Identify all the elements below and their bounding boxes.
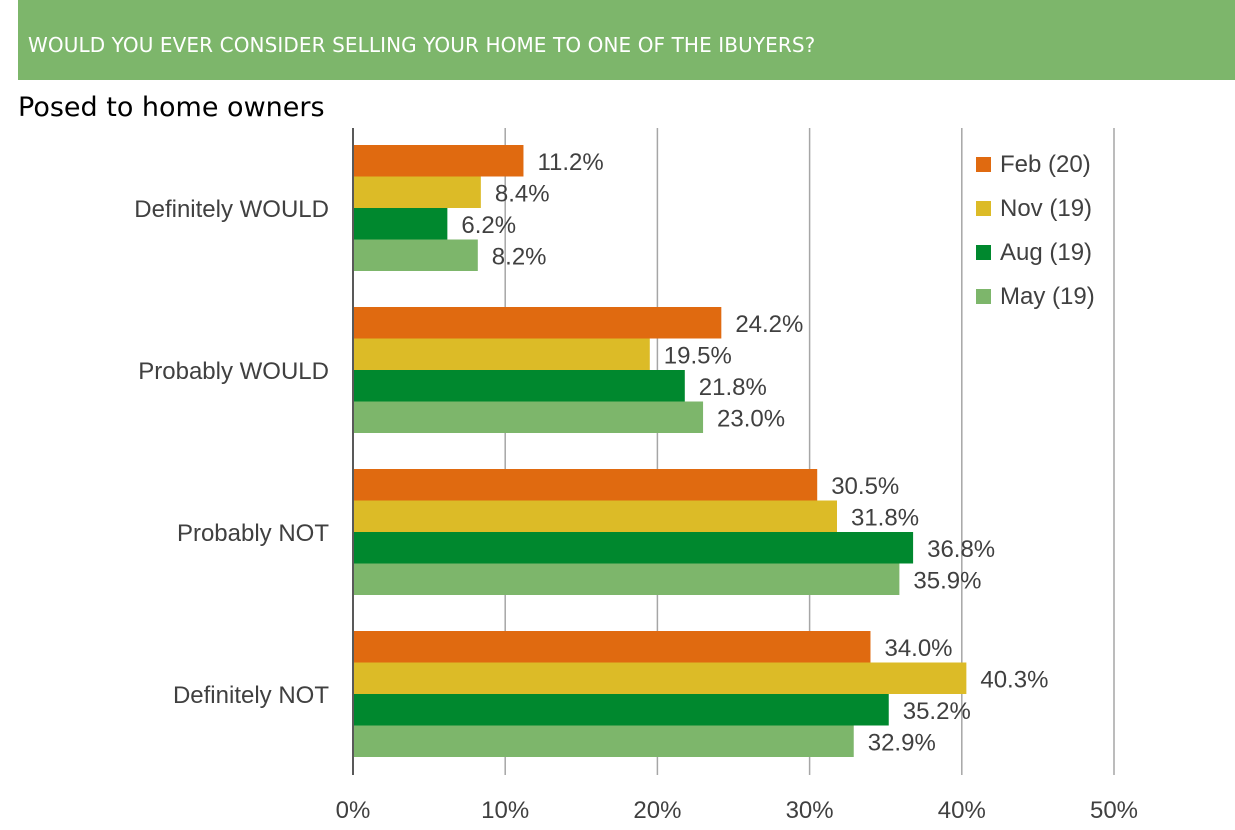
data-label: 36.8% bbox=[927, 536, 995, 563]
legend-swatch bbox=[976, 245, 991, 260]
bar bbox=[353, 307, 722, 339]
legend-label: Nov (19) bbox=[1000, 195, 1092, 222]
legend-swatch bbox=[976, 201, 991, 216]
data-label: 24.2% bbox=[735, 311, 803, 338]
chart-title: WOULD YOU EVER CONSIDER SELLING YOUR HOM… bbox=[28, 33, 816, 57]
data-label: 8.2% bbox=[492, 243, 547, 270]
x-tick-label: 10% bbox=[481, 797, 529, 824]
legend-label: Feb (20) bbox=[1000, 151, 1091, 178]
bar bbox=[353, 145, 524, 177]
data-label: 21.8% bbox=[699, 374, 767, 401]
data-label: 40.3% bbox=[980, 666, 1048, 693]
legend-label: Aug (19) bbox=[1000, 239, 1092, 266]
data-label: 31.8% bbox=[851, 504, 919, 531]
legend-swatch bbox=[976, 157, 991, 172]
bar bbox=[353, 370, 685, 402]
bar bbox=[353, 176, 481, 208]
legend: Feb (20) Nov (19) Aug (19) May (19) bbox=[976, 151, 1095, 310]
chart-subtitle: Posed to home owners bbox=[18, 92, 325, 123]
legend-swatch bbox=[976, 289, 991, 304]
x-tick-label: 50% bbox=[1090, 797, 1138, 824]
x-tick-label: 0% bbox=[336, 797, 371, 824]
data-label: 6.2% bbox=[461, 212, 516, 239]
data-label: 32.9% bbox=[868, 729, 936, 756]
data-label: 8.4% bbox=[495, 180, 550, 207]
bar bbox=[353, 694, 889, 726]
data-label: 19.5% bbox=[664, 342, 732, 369]
bar bbox=[353, 208, 448, 240]
bar bbox=[353, 532, 914, 564]
bars: 11.2% 8.4% 6.2% 8.2% 24.2%19.5% 21.8% 23.0% 30.… bbox=[353, 145, 1048, 757]
axes: 0% 10% 20% 30% 40% 50% Definitely WOULD Probabl… bbox=[134, 128, 1138, 824]
bar bbox=[353, 631, 871, 663]
bar bbox=[353, 662, 967, 694]
category-label: Probably NOT bbox=[177, 520, 329, 547]
bar bbox=[353, 469, 818, 501]
x-tick-label: 20% bbox=[633, 797, 681, 824]
bar bbox=[353, 338, 650, 370]
data-label: 23.0% bbox=[717, 405, 785, 432]
data-label: 34.0% bbox=[884, 635, 952, 662]
category-label: Definitely WOULD bbox=[134, 196, 329, 223]
bar bbox=[353, 563, 900, 595]
bar bbox=[353, 500, 837, 532]
legend-label: May (19) bbox=[1000, 283, 1095, 310]
data-label: 35.9% bbox=[913, 567, 981, 594]
bar bbox=[353, 725, 854, 757]
category-label: Probably WOULD bbox=[138, 358, 329, 385]
bar bbox=[353, 401, 704, 433]
x-tick-label: 40% bbox=[938, 797, 986, 824]
data-label: 35.2% bbox=[903, 698, 971, 725]
x-tick-label: 30% bbox=[786, 797, 834, 824]
category-label: Definitely NOT bbox=[173, 682, 329, 709]
header-banner: WOULD YOU EVER CONSIDER SELLING YOUR HOM… bbox=[18, 0, 1235, 80]
data-label: 30.5% bbox=[831, 473, 899, 500]
data-label: 11.2% bbox=[537, 149, 603, 176]
bar bbox=[353, 239, 478, 271]
